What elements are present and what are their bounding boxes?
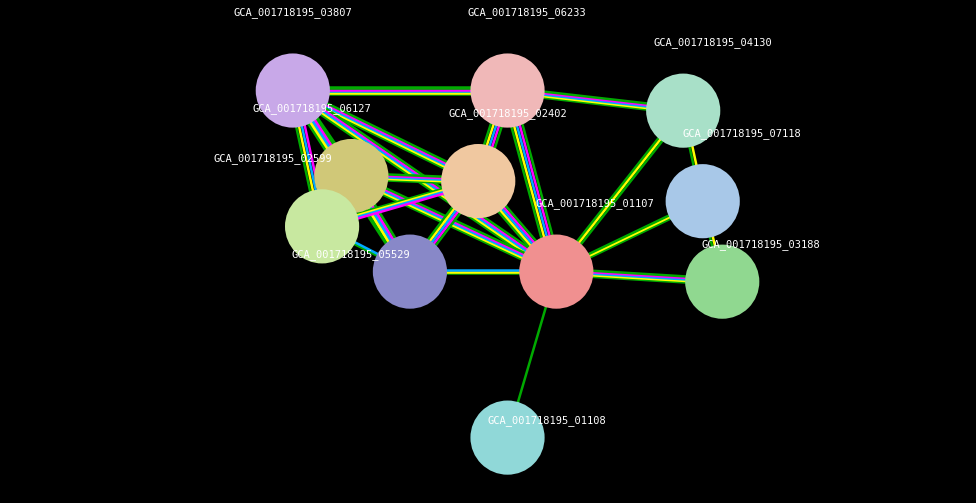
Ellipse shape (470, 53, 545, 128)
Text: GCA_001718195_05529: GCA_001718195_05529 (292, 249, 411, 260)
Text: GCA_001718195_06127: GCA_001718195_06127 (253, 103, 372, 114)
Ellipse shape (256, 53, 330, 128)
Ellipse shape (373, 234, 447, 309)
Text: GCA_001718195_07118: GCA_001718195_07118 (682, 128, 801, 139)
Ellipse shape (314, 139, 388, 213)
Text: GCA_001718195_03807: GCA_001718195_03807 (233, 8, 352, 18)
Ellipse shape (519, 234, 593, 309)
Ellipse shape (685, 244, 759, 319)
Ellipse shape (441, 144, 515, 218)
Ellipse shape (470, 400, 545, 475)
Text: GCA_001718195_01108: GCA_001718195_01108 (487, 415, 606, 426)
Ellipse shape (666, 164, 740, 238)
Ellipse shape (285, 189, 359, 264)
Ellipse shape (646, 73, 720, 148)
Text: GCA_001718195_02599: GCA_001718195_02599 (214, 153, 333, 164)
Text: GCA_001718195_04130: GCA_001718195_04130 (653, 38, 772, 48)
Text: GCA_001718195_03188: GCA_001718195_03188 (702, 239, 821, 249)
Text: GCA_001718195_06233: GCA_001718195_06233 (468, 8, 587, 18)
Text: GCA_001718195_02402: GCA_001718195_02402 (448, 108, 567, 119)
Text: GCA_001718195_01107: GCA_001718195_01107 (536, 199, 655, 209)
